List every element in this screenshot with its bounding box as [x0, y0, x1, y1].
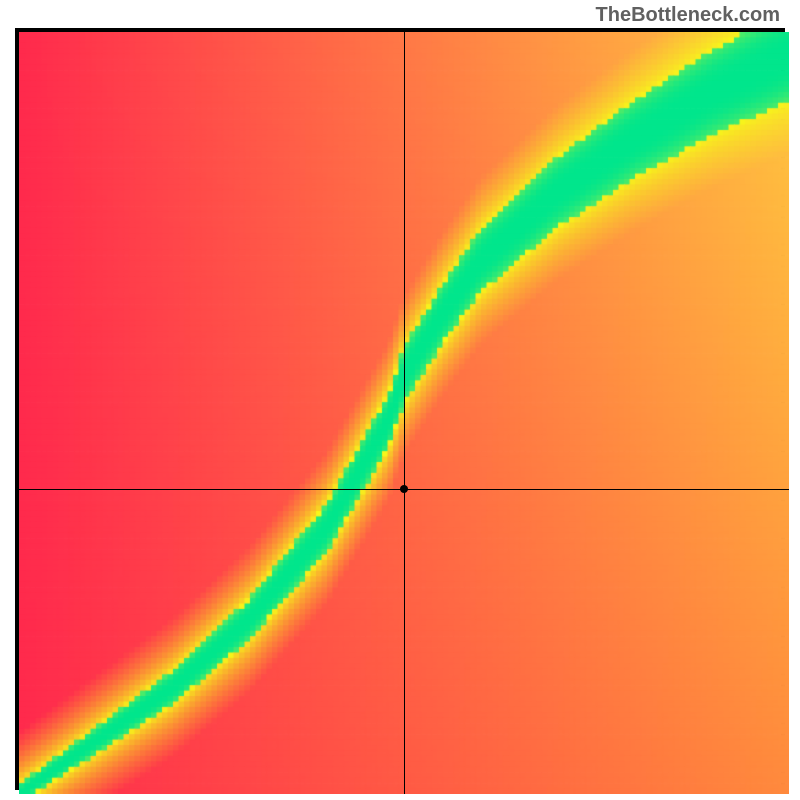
- plot-area: [15, 28, 785, 790]
- watermark-text: TheBottleneck.com: [596, 4, 780, 27]
- crosshair-marker: [400, 485, 408, 493]
- crosshair-vertical: [404, 32, 405, 794]
- chart-container: TheBottleneck.com: [0, 0, 800, 800]
